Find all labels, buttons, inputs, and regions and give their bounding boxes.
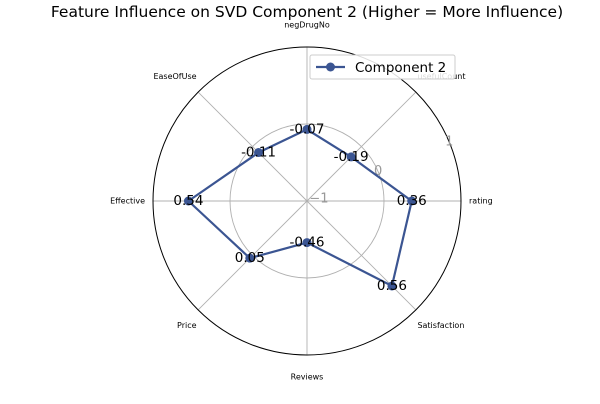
data-label: 0.56 [377, 278, 407, 294]
data-label: -0.07 [290, 121, 325, 137]
data-label: 0.36 [397, 193, 427, 209]
axis-label: Reviews [291, 373, 324, 382]
grid-ring [229, 123, 385, 279]
data-point [302, 124, 312, 134]
data-point [254, 148, 264, 158]
axis-label: rating [469, 197, 493, 206]
data-point [245, 253, 255, 263]
axis-label: Effective [110, 197, 145, 206]
axis-label: Satisfaction [417, 321, 464, 330]
legend: Component 2 [309, 54, 456, 80]
radial-tick-label: 0 [374, 164, 382, 179]
data-point [407, 196, 417, 206]
data-point [387, 281, 397, 291]
data-point [346, 152, 356, 162]
radial-tick-label: −1 [309, 192, 328, 207]
data-point [302, 238, 312, 248]
legend-label: Component 2 [355, 60, 446, 76]
data-point [183, 196, 193, 206]
outer-ring [152, 46, 462, 356]
data-label: 0.54 [173, 193, 203, 209]
data-label: -0.46 [290, 235, 325, 251]
legend-marker [326, 62, 335, 72]
radial-ticks: −1 0 1 [309, 135, 453, 207]
data-label: -0.11 [241, 145, 276, 161]
axis-label: EaseOfUse [153, 72, 196, 81]
chart-title: Feature Influence on SVD Component 2 (Hi… [51, 3, 563, 21]
axis-label: negDrugNo [284, 21, 330, 30]
data-label: -0.19 [334, 149, 369, 165]
axis-label: Price [177, 321, 197, 330]
legend-box [309, 54, 456, 80]
series: 0.36 -0.19 -0.07 -0.11 0.54 0.05 -0.46 0.56 [173, 121, 426, 294]
radial-tick-label: 1 [445, 135, 453, 150]
data-label: 0.05 [235, 250, 265, 266]
